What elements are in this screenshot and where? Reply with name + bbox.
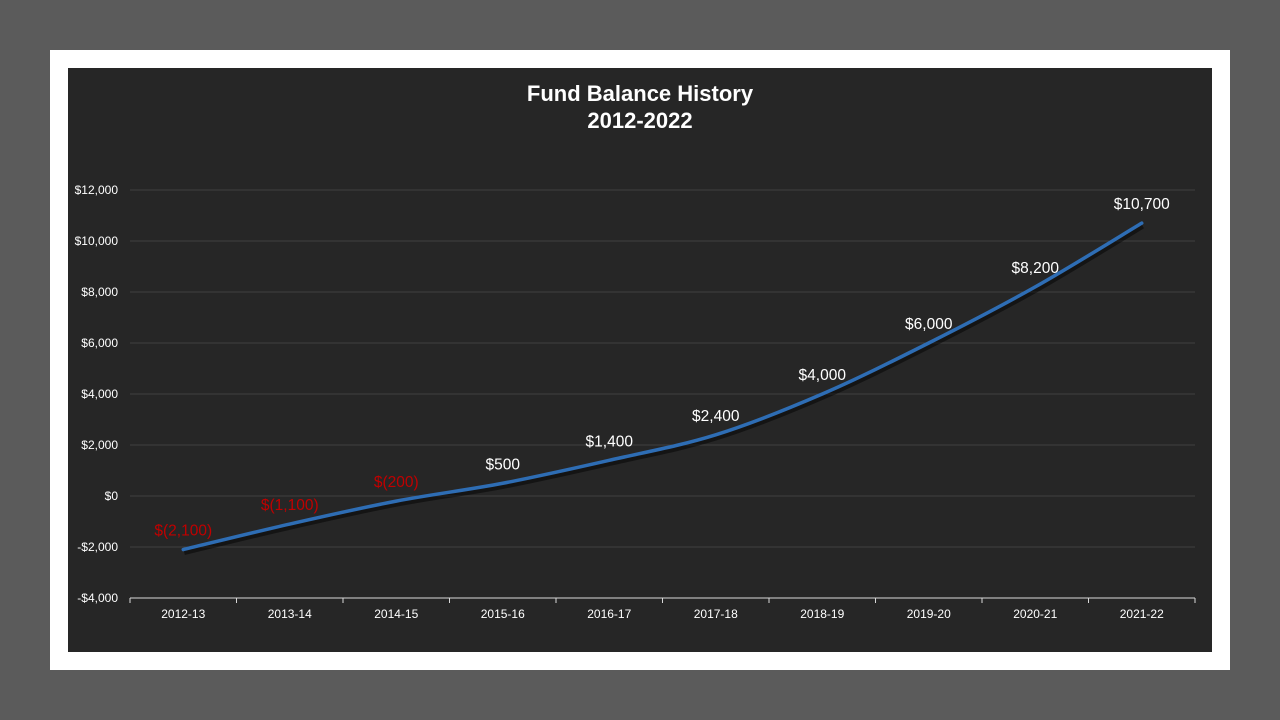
- y-tick-label: $2,000: [81, 438, 118, 452]
- data-label: $(200): [374, 474, 419, 491]
- data-label: $10,700: [1114, 196, 1170, 213]
- axes: -$4,000 -$2,000 $0 $2,000 $4,000 $6,000 $8,000…: [75, 183, 1196, 621]
- data-label: $(2,100): [154, 523, 212, 540]
- x-tick-label: 2013-14: [268, 607, 312, 621]
- x-tick-label: 2012-13: [161, 607, 205, 621]
- data-label: $6,000: [905, 316, 953, 333]
- chart-title-line2: 2012-2022: [587, 108, 693, 133]
- series-line-layer: [181, 221, 1145, 555]
- gridlines: [130, 189, 1195, 548]
- x-tick-label: 2017-18: [694, 607, 738, 621]
- chart-title: Fund Balance History 2012-2022: [68, 80, 1212, 134]
- chart-title-line1: Fund Balance History: [526, 81, 754, 106]
- y-tick-label: $6,000: [81, 336, 118, 350]
- data-label: $1,400: [586, 433, 634, 450]
- x-tick-label: 2014-15: [374, 607, 418, 621]
- line-chart: -$4,000 -$2,000 $0 $2,000 $4,000 $6,000 $8,000…: [75, 183, 1196, 621]
- data-label: $2,400: [692, 408, 740, 425]
- y-tick-label: $10,000: [75, 234, 119, 248]
- slide: Fund Balance History 2012-2022 -$4,000 -$…: [50, 50, 1230, 670]
- series-line-shadow: [183, 224, 1145, 555]
- y-tick-label: -$4,000: [77, 591, 118, 605]
- x-tick-label: 2019-20: [907, 607, 951, 621]
- x-tick-label: 2018-19: [800, 607, 844, 621]
- data-labels: $(2,100) $(1,100) $(200) $500 $1,400 $2,400 $4…: [154, 196, 1170, 539]
- data-label: $(1,100): [261, 497, 319, 514]
- y-tick-label: -$2,000: [77, 540, 118, 554]
- data-label: $8,200: [1012, 260, 1060, 277]
- y-tick-label: $8,000: [81, 285, 118, 299]
- y-tick-label: $0: [105, 489, 119, 503]
- x-tick-label: 2015-16: [481, 607, 525, 621]
- series-line: [181, 221, 1144, 552]
- data-label: $500: [486, 456, 521, 473]
- x-tick-label: 2021-22: [1120, 607, 1164, 621]
- x-tick-label: 2016-17: [587, 607, 631, 621]
- x-tick-label: 2020-21: [1013, 607, 1057, 621]
- y-tick-label: $12,000: [75, 183, 119, 197]
- chart-area: Fund Balance History 2012-2022 -$4,000 -$…: [68, 68, 1212, 652]
- y-tick-label: $4,000: [81, 387, 118, 401]
- data-label: $4,000: [799, 367, 847, 384]
